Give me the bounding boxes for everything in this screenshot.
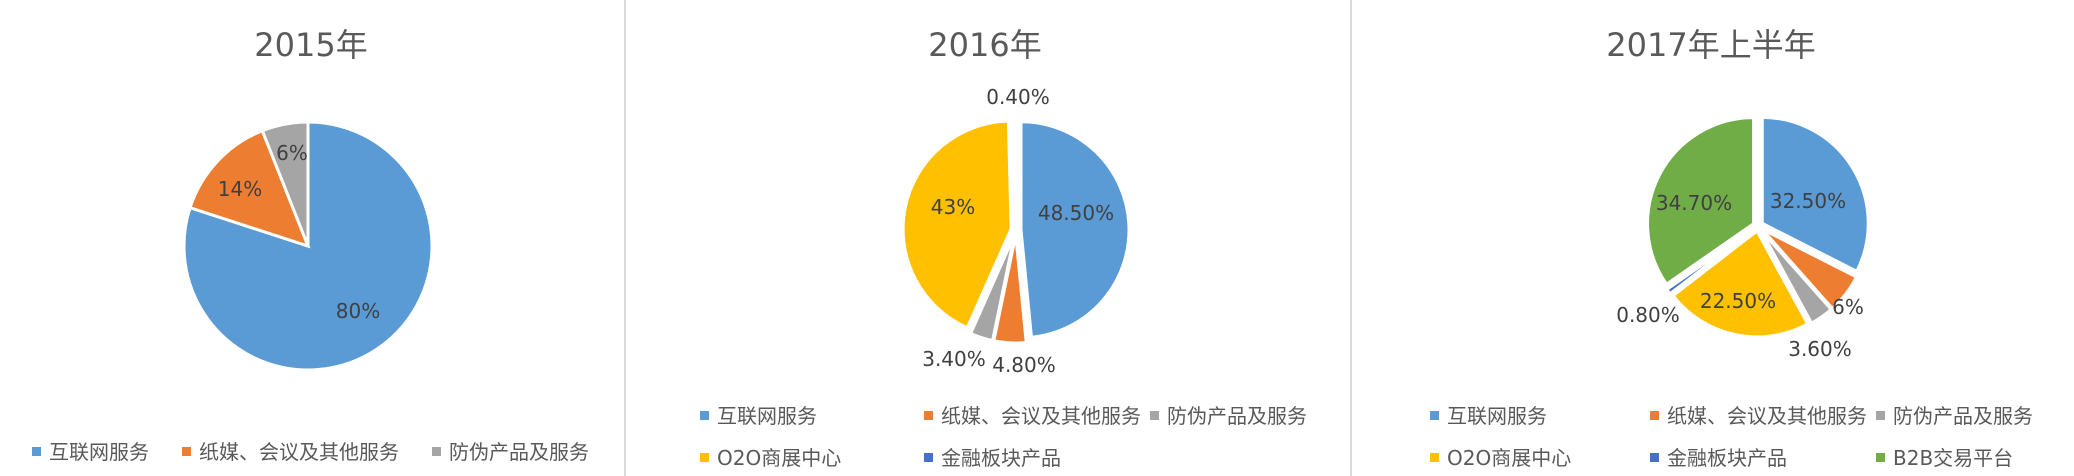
legend-label: 防伪产品及服务: [449, 440, 589, 464]
legend-swatch: [32, 447, 41, 456]
legend-item: B2B交易平台: [1876, 442, 2013, 471]
pie-slice: [260, 120, 310, 247]
pie-slice: [1760, 227, 1859, 311]
legend-item: 纸媒、会议及其他服务: [924, 400, 1141, 429]
legend-item: 金融板块产品: [1650, 442, 1787, 471]
legend-swatch: [1150, 411, 1159, 420]
legend-swatch: [924, 411, 933, 420]
legend-swatch: [1650, 411, 1659, 420]
pie-slice: [901, 119, 1013, 330]
slice-data-label: 22.50%: [1700, 289, 1776, 313]
legend-item: O2O商展中心: [700, 442, 841, 471]
legend-label: 金融板块产品: [941, 446, 1061, 470]
legend-swatch: [700, 453, 709, 462]
chart-2015: 2015年 80% 14% 6% 互联网服务 纸媒、会议及其他服务 防伪产品及服务: [0, 0, 622, 476]
slice-data-label: 6%: [276, 141, 308, 165]
legend-swatch: [1876, 411, 1885, 420]
pie-slice: [1760, 115, 1870, 274]
slice-data-label: 4.80%: [992, 353, 1056, 377]
slice-data-label: 0.80%: [1616, 303, 1680, 327]
slice-data-label: 14%: [218, 177, 262, 201]
legend-label: 互联网服务: [1447, 404, 1547, 428]
legend-item: 金融板块产品: [924, 442, 1061, 471]
pie-slice: [1670, 228, 1810, 339]
legend-label: 金融板块产品: [1667, 446, 1787, 470]
legend-label: 纸媒、会议及其他服务: [1667, 404, 1867, 428]
legend-item: 互联网服务: [700, 400, 817, 429]
legend-label: O2O商展中心: [717, 446, 842, 470]
pie-2016: 48.50% 4.80%3.40% 43% 0.40%: [901, 85, 1131, 377]
legend-label: O2O商展中心: [1447, 446, 1572, 470]
chart-2016: 2016年 48.50% 4.80% 3.40% 43% 0.40% 互联网服务 纸媒、会…: [622, 0, 1348, 476]
slice-data-label: 80%: [336, 299, 380, 323]
slice-data-label: 32.50%: [1770, 189, 1846, 213]
slice-data-label: 0.40%: [986, 85, 1050, 109]
panel-divider: [1350, 0, 1352, 476]
legend-label: 纸媒、会议及其他服务: [941, 404, 1141, 428]
legend-item: 互联网服务: [1430, 400, 1547, 429]
legend-item: 防伪产品及服务: [432, 436, 589, 465]
legend-item: 防伪产品及服务: [1150, 400, 1307, 429]
legend-swatch: [1876, 453, 1885, 462]
legend-item: 纸媒、会议及其他服务: [182, 436, 399, 465]
legend-swatch: [432, 447, 441, 456]
chart-title: 2017年上半年: [1606, 26, 1816, 64]
legend-swatch: [1650, 453, 1659, 462]
legend-item: O2O商展中心: [1430, 442, 1571, 471]
slice-data-label: 34.70%: [1656, 191, 1732, 215]
pie-slice: [1019, 120, 1131, 339]
legend-label: 防伪产品及服务: [1893, 404, 2033, 428]
pie-slice: [188, 128, 311, 249]
legend-label: B2B交易平台: [1893, 446, 2014, 470]
legend-swatch: [182, 447, 191, 456]
slice-data-label: 43%: [931, 195, 975, 219]
pie-slice: [1011, 115, 1018, 226]
pie-2015: 80% 14% 6%: [182, 120, 434, 372]
pie-2017h1: 32.50% 6% 3.60% 22.50% 0.80% 34.70%: [1616, 115, 1870, 361]
legend-item: 互联网服务: [32, 436, 149, 465]
chart-title: 2016年: [928, 26, 1042, 64]
chart-title: 2015年: [254, 26, 368, 64]
legend-swatch: [924, 453, 933, 462]
legend-item: 防伪产品及服务: [1876, 400, 2033, 429]
legend-label: 防伪产品及服务: [1167, 404, 1307, 428]
slice-data-label: 48.50%: [1038, 201, 1114, 225]
legend-item: 纸媒、会议及其他服务: [1650, 400, 1867, 429]
slice-data-label: 3.40%: [922, 347, 986, 371]
pie-slice: [1664, 227, 1755, 296]
chart-2017h1: 2017年上半年 32.50% 6% 3.60% 22.50% 0.80% 34.70% …: [1348, 0, 2074, 476]
legend-swatch: [700, 411, 709, 420]
pie-slice: [968, 234, 1016, 343]
slice-data-label: 6%: [1832, 295, 1864, 319]
legend-swatch: [1430, 411, 1439, 420]
pie-slice: [1759, 229, 1834, 326]
legend-label: 纸媒、会议及其他服务: [199, 440, 399, 464]
legend-label: 互联网服务: [717, 404, 817, 428]
legend-label: 互联网服务: [49, 440, 149, 464]
slice-data-label: 3.60%: [1788, 337, 1852, 361]
pie-slice: [1646, 116, 1756, 287]
panel-divider: [624, 0, 626, 476]
legend-swatch: [1430, 453, 1439, 462]
